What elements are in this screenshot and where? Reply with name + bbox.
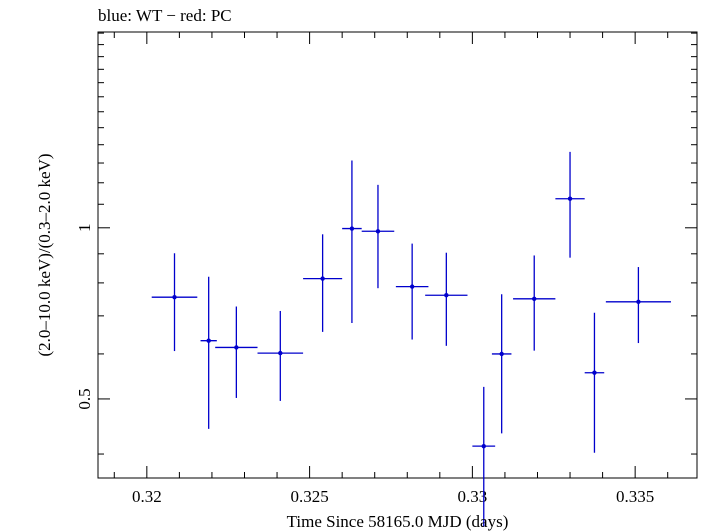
point-marker (172, 294, 177, 300)
x-tick-label: 0.32 (132, 487, 162, 506)
plot-frame (97, 31, 698, 479)
point-marker (375, 229, 381, 234)
data-series (151, 151, 671, 527)
data-point (555, 151, 585, 258)
y-tick-label: 1 (75, 224, 94, 233)
data-point (395, 243, 429, 340)
point-marker (320, 276, 325, 281)
x-axis: 0.32 0.325 0.33 0.335 (113, 32, 669, 506)
point-marker (499, 351, 504, 357)
point-marker (532, 296, 537, 302)
data-point (491, 294, 512, 434)
data-point (472, 386, 496, 527)
data-point (513, 255, 556, 351)
point-marker (592, 370, 597, 375)
data-point (200, 276, 217, 429)
y-tick-label: 0.5 (75, 388, 94, 409)
x-tick-label: 0.33 (458, 487, 488, 506)
chart-title: blue: WT − red: PC (98, 6, 232, 25)
y-axis-label: (2.0–10.0 keV)/(0.3–2.0 keV) (35, 153, 54, 356)
x-tick-label: 0.325 (290, 487, 328, 506)
y-axis: 0.51 (75, 32, 697, 455)
point-marker (409, 284, 415, 289)
point-marker (567, 196, 573, 201)
data-point (303, 234, 343, 332)
point-marker (206, 338, 211, 343)
point-marker (481, 443, 486, 449)
x-axis-label: Time Since 58165.0 MJD (days) (287, 512, 509, 531)
point-marker (444, 293, 449, 298)
data-point (425, 252, 468, 346)
data-point (584, 312, 605, 453)
point-marker (278, 350, 283, 356)
point-marker (349, 226, 355, 231)
data-point (605, 267, 671, 344)
point-marker (636, 299, 641, 305)
data-point (151, 253, 198, 352)
data-point (342, 160, 362, 324)
data-point (361, 184, 395, 289)
data-point (215, 306, 258, 398)
data-point (257, 310, 304, 401)
point-marker (234, 345, 239, 350)
x-tick-label: 0.335 (616, 487, 654, 506)
